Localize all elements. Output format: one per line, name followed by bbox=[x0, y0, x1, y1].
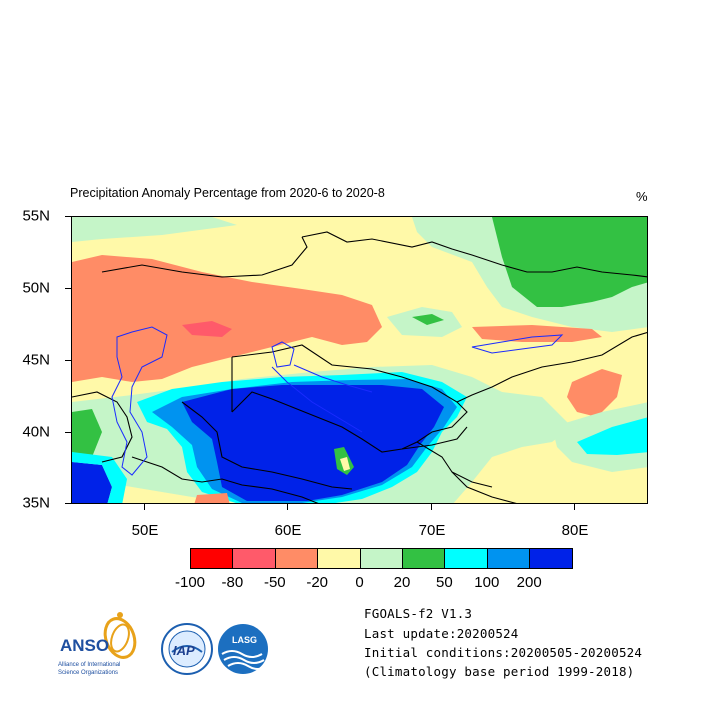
lake-balkhash-outline bbox=[471, 334, 564, 354]
border-turkmenistan bbox=[181, 401, 353, 490]
border-china-south bbox=[451, 471, 517, 503]
blue-region-sw bbox=[72, 462, 112, 503]
colorbar-label: 0 bbox=[355, 574, 364, 591]
light-green-region-nw bbox=[72, 217, 237, 242]
lon-label-70e: 70E bbox=[418, 522, 446, 539]
anso-logo-graphic bbox=[103, 612, 137, 659]
lat-label-55n: 55N bbox=[22, 207, 50, 225]
colorbar-box bbox=[486, 548, 531, 569]
border-kazakhstan-south bbox=[231, 344, 468, 453]
iap-logo-graphic bbox=[161, 623, 213, 675]
iap-logo: IAP bbox=[160, 622, 214, 676]
aral-sea-outline bbox=[271, 341, 295, 368]
lon-label-50e: 50E bbox=[131, 522, 159, 539]
lasg-label: LASG bbox=[232, 635, 258, 645]
colorbar-label: 200 bbox=[516, 574, 542, 591]
anso-name: ANSO bbox=[60, 636, 110, 655]
colorbar-box bbox=[274, 548, 319, 569]
caspian-sea-outline bbox=[111, 326, 168, 476]
yellow-patch-inside-blue bbox=[340, 457, 350, 471]
lat-tick bbox=[65, 503, 71, 504]
colorbar-box bbox=[190, 548, 234, 569]
anso-logo: ANSO Alliance of International Science O… bbox=[58, 608, 158, 683]
colorbar-box bbox=[402, 548, 446, 569]
lon-label-80e: 80E bbox=[561, 522, 589, 539]
blue-region-core bbox=[182, 385, 444, 501]
lasg-logo: LASG bbox=[216, 622, 270, 676]
anso-caption-2: Science Organizations bbox=[58, 670, 119, 676]
colorbar-label: 50 bbox=[436, 574, 453, 591]
colorbar-box bbox=[317, 548, 361, 569]
orange-region-west bbox=[72, 255, 382, 382]
lat-label-35n: 35N bbox=[22, 494, 50, 512]
colorbar-label: -100 bbox=[174, 574, 206, 591]
border-china-west bbox=[456, 332, 647, 403]
green-region-west-edge bbox=[72, 409, 102, 462]
lasg-logo-graphic bbox=[218, 624, 268, 674]
red-patch-west bbox=[182, 321, 232, 337]
orange-region-east bbox=[472, 325, 602, 342]
last-update: Last update:20200524 bbox=[364, 626, 519, 641]
climatology-period: (Climatology base period 1999-2018) bbox=[364, 664, 635, 679]
colorbar-label: -80 bbox=[221, 574, 244, 591]
border-north-kazakhstan bbox=[101, 236, 308, 278]
lat-label-50n: 50N bbox=[22, 279, 50, 297]
river-amu-darya bbox=[271, 366, 363, 433]
initial-conditions: Initial conditions:20200505-20200524 bbox=[364, 645, 643, 660]
border-west-caucasus bbox=[72, 391, 133, 463]
colorbar-box bbox=[359, 548, 403, 569]
anso-caption-1: Alliance of International bbox=[58, 662, 121, 668]
lat-tick bbox=[65, 360, 71, 361]
lat-label-40n: 40N bbox=[22, 423, 50, 441]
orange-region-east-2 bbox=[567, 369, 622, 417]
colorbar-label: -50 bbox=[263, 574, 286, 591]
precipitation-anomaly-map bbox=[72, 217, 647, 503]
river-syr-darya bbox=[293, 364, 373, 393]
water-outlines bbox=[111, 326, 564, 476]
lon-label-60e: 60E bbox=[274, 522, 302, 539]
lon-tick bbox=[431, 504, 432, 510]
green-patch-center bbox=[412, 314, 444, 325]
lon-tick bbox=[574, 504, 575, 510]
colorbar-box bbox=[232, 548, 276, 569]
colorbar-box bbox=[529, 548, 573, 569]
orange-patch-south bbox=[194, 493, 230, 503]
colorbar-label: 100 bbox=[474, 574, 500, 591]
colorbar-box bbox=[444, 548, 488, 569]
cyan-region-far-east bbox=[577, 417, 647, 455]
country-borders bbox=[72, 231, 647, 503]
lon-tick bbox=[287, 504, 288, 510]
colorbar-label: -20 bbox=[306, 574, 329, 591]
cyan-region-sw bbox=[72, 452, 127, 503]
lat-tick bbox=[65, 288, 71, 289]
map-panel bbox=[71, 216, 648, 504]
green-region-ne bbox=[492, 217, 647, 307]
lat-label-45n: 45N bbox=[22, 351, 50, 369]
lon-tick bbox=[144, 504, 145, 510]
lat-tick bbox=[65, 432, 71, 433]
units-label: % bbox=[636, 189, 648, 204]
border-iran-afghanistan bbox=[131, 456, 319, 503]
map-title: Precipitation Anomaly Percentage from 20… bbox=[70, 186, 385, 200]
colorbar-label: 20 bbox=[393, 574, 411, 591]
iap-label: IAP bbox=[173, 643, 195, 658]
model-version: FGOALS-f2 V1.3 bbox=[364, 606, 473, 621]
lat-tick bbox=[65, 216, 71, 217]
border-russia-kazakhstan bbox=[301, 231, 647, 278]
